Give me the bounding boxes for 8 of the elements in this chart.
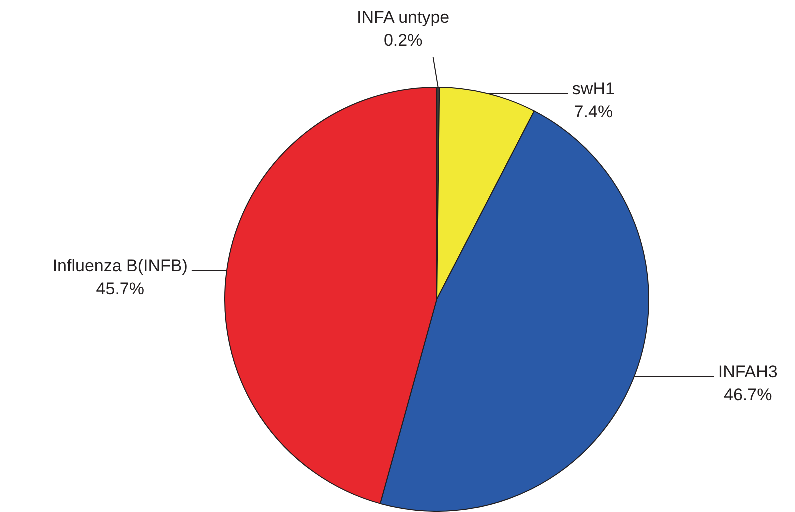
slice-label: INFAH3 [718,362,778,382]
data-label: 45.7% [96,280,144,299]
data-label: 0.2% [384,31,423,50]
slice-label: Influenza B(INFB) [52,256,188,276]
slice-label: swH1 [572,80,615,99]
data-label: 46.7% [724,386,772,405]
data-label: 7.4% [574,102,614,122]
slice-label: INFA untype [357,8,450,28]
